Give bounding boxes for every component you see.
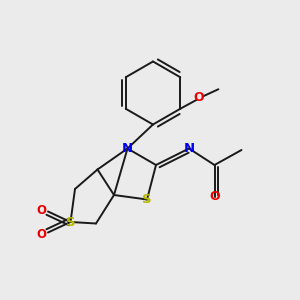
Text: O: O xyxy=(36,203,46,217)
Text: N: N xyxy=(183,142,195,155)
Text: N: N xyxy=(122,142,133,155)
Text: O: O xyxy=(194,91,205,104)
Text: S: S xyxy=(66,215,75,229)
Text: O: O xyxy=(36,227,46,241)
Text: S: S xyxy=(142,193,152,206)
Text: O: O xyxy=(209,190,220,203)
